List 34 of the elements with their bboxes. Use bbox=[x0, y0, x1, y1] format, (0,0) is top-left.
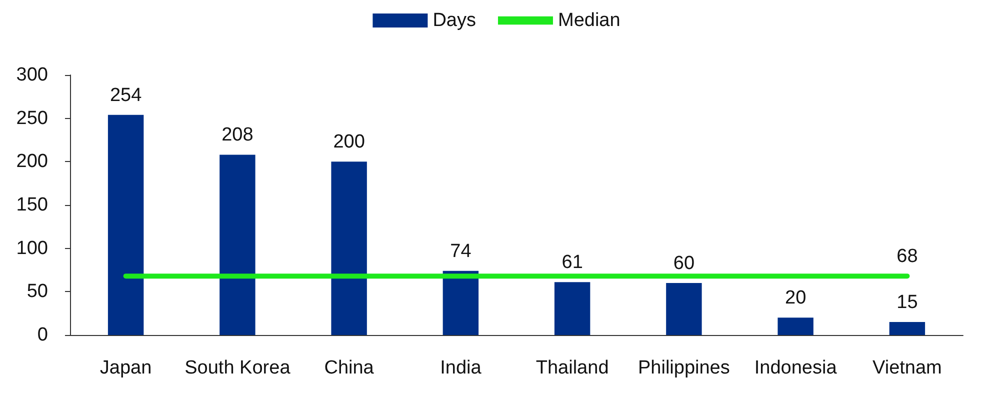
bar bbox=[554, 282, 590, 335]
data-label: 60 bbox=[673, 253, 695, 274]
bar bbox=[220, 154, 256, 335]
x-tick-label: Japan bbox=[100, 358, 152, 378]
x-tick-label: Thailand bbox=[536, 358, 609, 378]
bar bbox=[108, 114, 144, 335]
data-label: 74 bbox=[450, 240, 472, 262]
y-tick-label: 100 bbox=[16, 238, 48, 259]
data-label: 254 bbox=[110, 84, 142, 106]
data-label: 208 bbox=[222, 124, 254, 146]
y-tick-label: 250 bbox=[16, 108, 48, 129]
x-tick-label: Vietnam bbox=[872, 358, 942, 378]
x-tick-label: India bbox=[440, 358, 482, 378]
x-tick-label: Indonesia bbox=[754, 358, 838, 378]
data-label: 68 bbox=[896, 246, 918, 268]
bar bbox=[889, 322, 926, 335]
y-tick-label: 50 bbox=[26, 281, 48, 302]
bar bbox=[666, 283, 702, 335]
y-tick-label: 200 bbox=[16, 151, 48, 172]
legend-label: Days bbox=[432, 10, 476, 31]
x-tick-label: South Korea bbox=[184, 358, 291, 378]
y-tick-label: 150 bbox=[16, 194, 48, 216]
bar bbox=[778, 318, 814, 335]
y-tick-label: 300 bbox=[16, 64, 48, 86]
bar bbox=[331, 162, 367, 335]
y-tick-label: 0 bbox=[37, 324, 48, 346]
data-label: 20 bbox=[784, 288, 806, 309]
data-label: 61 bbox=[562, 252, 583, 274]
x-tick-label: China bbox=[324, 358, 374, 378]
bar bbox=[442, 270, 479, 335]
data-label: 200 bbox=[333, 132, 365, 153]
x-tick-label: Philippines bbox=[638, 358, 730, 378]
legend-label: Median bbox=[558, 10, 620, 31]
data-label: 15 bbox=[896, 292, 918, 313]
